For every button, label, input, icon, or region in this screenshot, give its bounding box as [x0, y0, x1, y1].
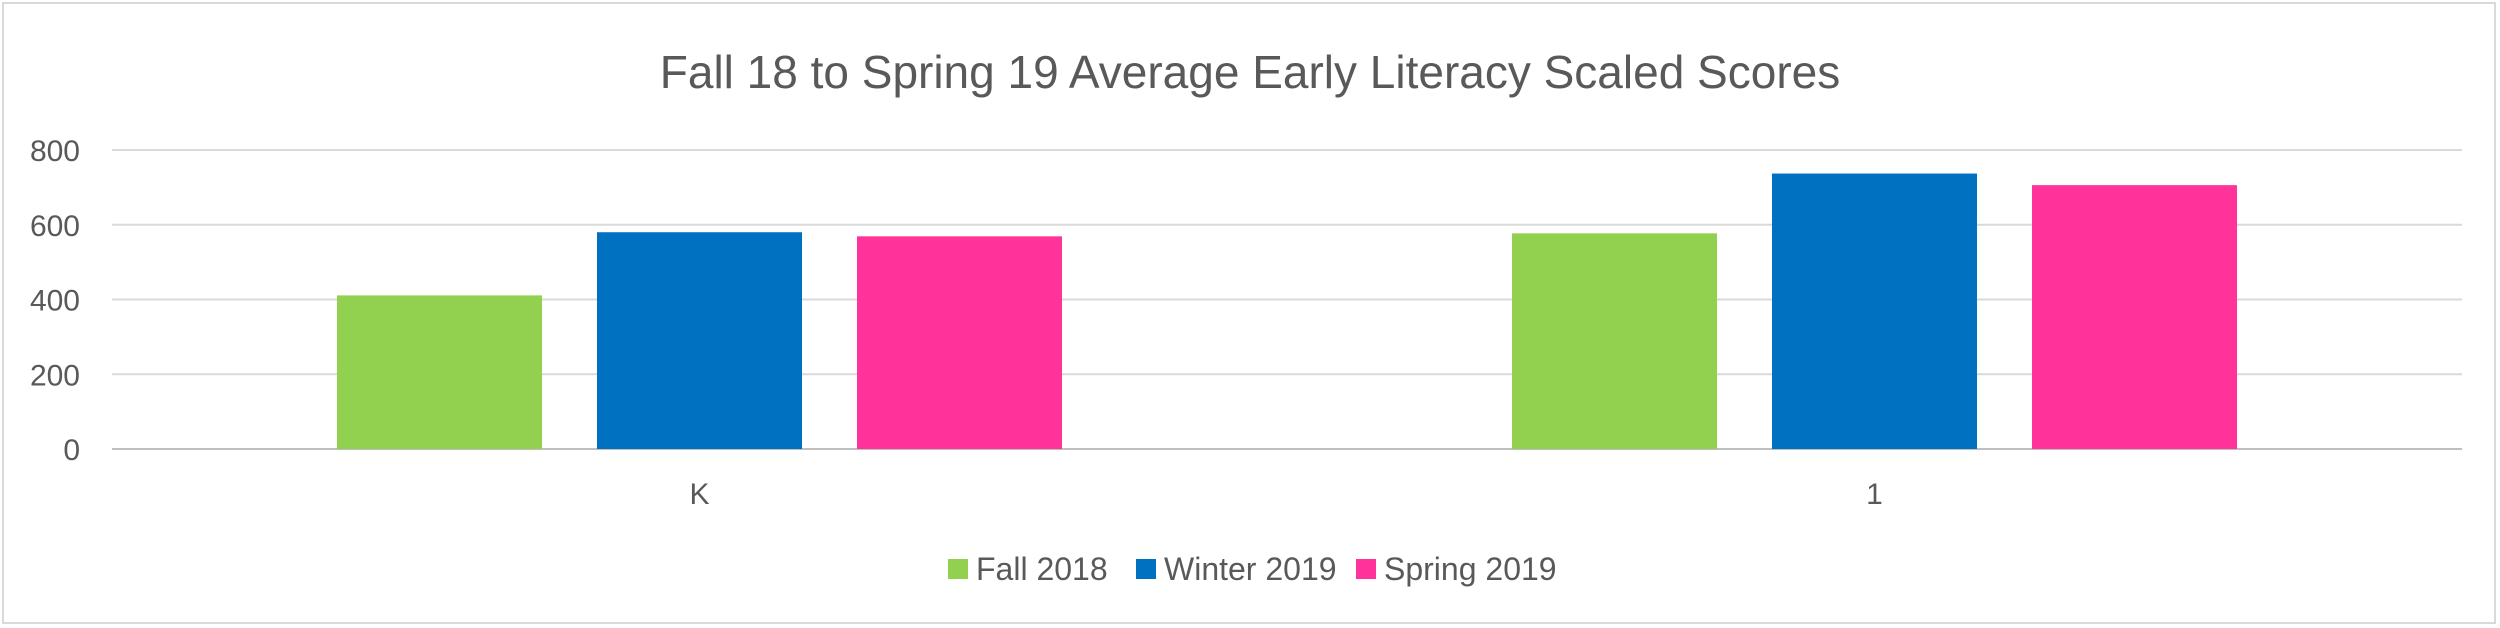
- bar-winter-2019-1: [1772, 173, 1977, 449]
- bars: [337, 173, 2237, 449]
- y-tick-label: 200: [30, 359, 80, 392]
- y-axis-ticks: 0 200 400 600 800: [30, 135, 80, 467]
- bar-spring-2019-1: [2032, 185, 2237, 449]
- bar-fall-2018-1: [1512, 233, 1717, 449]
- legend: Fall 2018 Winter 2019 Spring 2019: [948, 551, 1557, 587]
- legend-swatch: [948, 559, 968, 579]
- y-tick-label: 600: [30, 210, 80, 243]
- x-category-label: 1: [1866, 478, 1883, 511]
- y-tick-label: 0: [63, 434, 80, 467]
- bar-winter-2019-k: [597, 232, 802, 449]
- bar-fall-2018-k: [337, 295, 542, 449]
- legend-swatch: [1356, 559, 1376, 579]
- y-tick-label: 800: [30, 135, 80, 168]
- x-category-label: K: [689, 478, 709, 511]
- legend-label: Winter 2019: [1164, 551, 1337, 587]
- bar-spring-2019-k: [857, 236, 1062, 449]
- legend-label: Spring 2019: [1384, 551, 1557, 587]
- legend-swatch: [1136, 559, 1156, 579]
- chart-title: Fall 18 to Spring 19 Average Early Liter…: [660, 46, 1840, 98]
- legend-label: Fall 2018: [976, 551, 1108, 587]
- y-tick-label: 400: [30, 285, 80, 318]
